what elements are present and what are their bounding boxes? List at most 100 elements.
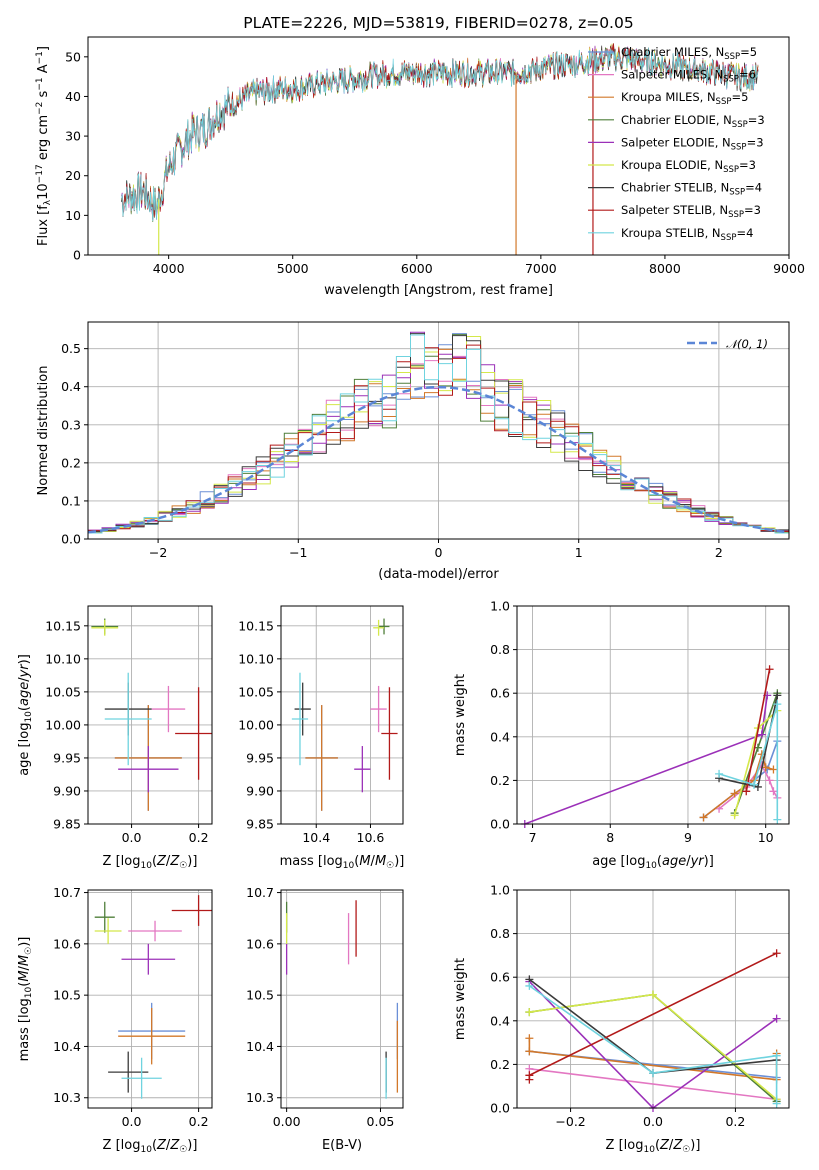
spectrum-ytick-label: 40 <box>65 89 81 104</box>
age_vs_Z-ytick-label: 10.05 <box>45 684 81 699</box>
weight_vs_Z-marker <box>525 1008 534 1017</box>
weight_vs_Z-ytick-label: 0.4 <box>490 1013 510 1028</box>
weight_vs_Z-marker <box>772 1051 781 1060</box>
weight_vs_Z-series-line <box>528 985 778 1104</box>
residuals-ytick-label: 0.3 <box>61 417 81 432</box>
weight_vs_Z-marker <box>649 990 657 999</box>
age_vs_Z-ylabel: age [log10(age/yr)] <box>17 654 34 776</box>
weight_vs_age-ylabel: mass weight <box>453 674 468 756</box>
legend-suffix: =4 <box>736 226 753 240</box>
weight_vs_age-marker <box>757 730 766 739</box>
legend-suffix: =5 <box>731 90 748 104</box>
age_vs_Z-xtick-label: 0.2 <box>189 830 209 845</box>
mass_vs_Z-xtick-label: 0.0 <box>122 1114 142 1129</box>
weight_vs_age-series-line <box>745 669 771 792</box>
spectrum-ytick-label: 50 <box>65 49 81 64</box>
weight_vs_age-xlabel: age [log10(age/yr)] <box>592 854 714 871</box>
age_vs_Z-xtick-label: 0.0 <box>122 830 142 845</box>
age_vs_mass-axes: 10.4 10.6 9.85 9.90 9.95 10.00 10.05 10.10 10.15… <box>238 605 404 871</box>
legend-entry: Chabrier STELIB, NSSP=4 <box>621 181 762 198</box>
legend-sub: SSP <box>716 97 732 107</box>
legend-entry: Kroupa STELIB, NSSP=4 <box>621 226 753 243</box>
spectrum-ytick-label: 30 <box>65 129 81 144</box>
legend-sub: SSP <box>728 210 744 220</box>
weight_vs_age-marker <box>699 813 708 822</box>
age_vs_Z-ytick-label: 10.15 <box>45 618 81 633</box>
legend-sub: SSP <box>732 120 748 130</box>
weight_vs_Z-marker <box>772 1014 781 1023</box>
legend-sub: SSP <box>721 233 737 243</box>
weight_vs_Z-series-line <box>529 1068 777 1101</box>
residuals-xtick-label: 0 <box>435 545 443 560</box>
residuals-ytick-label: 0.0 <box>61 532 81 547</box>
mass_vs_Z-ytick-label: 10.5 <box>53 988 81 1003</box>
weight_vs_age-marker <box>769 787 778 796</box>
weight_vs_age-marker <box>715 769 724 778</box>
mass_vs_ebv-ytick-label: 10.5 <box>246 988 274 1003</box>
legend-name: Chabrier ELODIE, N <box>621 113 732 127</box>
mass_vs_ebv-ytick-label: 10.6 <box>246 936 274 951</box>
age_vs_mass-xtick-label: 10.6 <box>357 830 385 845</box>
age_vs_Z-ytick-label: 10.00 <box>45 717 81 732</box>
legend-sub: SSP <box>724 52 740 62</box>
weight_vs_age-ytick-label: 0.0 <box>490 817 510 832</box>
legend-entry: Kroupa ELODIE, NSSP=3 <box>621 158 756 175</box>
legend-suffix: =3 <box>748 113 765 127</box>
weight_vs_Z-ytick-label: 1.0 <box>490 883 510 898</box>
legend-name: Kroupa MILES, N <box>621 90 716 104</box>
spectrum-xtick-label: 8000 <box>649 261 681 276</box>
legend-entry: Salpeter ELODIE, NSSP=3 <box>621 135 764 152</box>
weight_vs_age-ytick-label: 0.2 <box>490 773 510 788</box>
weight_vs_Z-xtick-label: 0.2 <box>725 1114 745 1129</box>
weight_vs_Z-marker <box>772 1099 781 1108</box>
legend-name: Salpeter MILES, N <box>621 68 723 82</box>
legend-entry: Chabrier MILES, NSSP=5 <box>621 45 757 62</box>
age_vs_mass-ytick-label: 9.85 <box>246 817 274 832</box>
weight_vs_age-marker <box>773 815 782 824</box>
age_vs_mass-ytick-label: 9.95 <box>246 750 274 765</box>
weight_vs_Z-marker <box>525 1034 534 1043</box>
spectrum-xtick-label: 9000 <box>773 261 805 276</box>
age_vs_mass-frame <box>280 605 404 825</box>
spectrum-axes: 4000 5000 6000 7000 8000 9000 0 10 20 30 40 50 PLATE… <box>35 14 805 298</box>
weight_vs_age-xtick-label: 10 <box>758 830 774 845</box>
legend-sub: SSP <box>723 75 739 85</box>
weight_vs_age-marker <box>765 665 774 674</box>
spectrum-ytick-label: 10 <box>65 208 81 223</box>
mass_vs_Z-ytick-label: 10.7 <box>53 885 81 900</box>
weight_vs_Z-marker <box>772 949 781 958</box>
legend-name: Kroupa STELIB, N <box>621 226 721 240</box>
legend-entry: Chabrier ELODIE, NSSP=3 <box>621 113 765 130</box>
residuals-ylabel: Normed distribution <box>36 366 51 496</box>
weight_vs_Z-xtick-label: 0.0 <box>643 1114 663 1129</box>
weight_vs_Z-series-line <box>528 981 778 1108</box>
spectrum-ytick-label: 0 <box>73 248 81 263</box>
residuals-xtick-label: 1 <box>575 545 583 560</box>
weight_vs_age-xtick-label: 8 <box>606 830 614 845</box>
age_vs_mass-ytick-label: 10.15 <box>238 618 274 633</box>
weight_vs_age-marker <box>730 811 739 820</box>
weight_vs_age-ytick-label: 0.6 <box>490 686 510 701</box>
legend-name: Salpeter ELODIE, N <box>621 135 731 149</box>
legend-sub: SSP <box>723 165 739 175</box>
residuals-axes: −2 −1 0 1 2 0.0 0.1 0.2 0.3 0.4 0.5 (data-model)/er… <box>36 321 790 582</box>
weight_vs_age-frame <box>516 605 790 825</box>
mass_vs_Z-xlabel: Z [log10(Z/Z☉)] <box>103 1138 198 1155</box>
mass_vs_ebv-axes: 0.00 0.05 10.3 10.4 10.5 10.6 10.7 E(B-V) <box>246 885 404 1153</box>
age_vs_Z-frame <box>87 605 213 825</box>
spectrum-xtick-label: 5000 <box>277 261 309 276</box>
weight_vs_age-marker <box>761 763 770 772</box>
spectrum-series-line <box>121 47 759 221</box>
weight_vs_age-xtick-label: 9 <box>684 830 692 845</box>
weight_vs_age-series-line <box>524 695 768 824</box>
age_vs_mass-ytick-label: 9.90 <box>246 783 274 798</box>
legend-name: Chabrier STELIB, N <box>621 181 729 195</box>
residuals-xtick-label: −2 <box>149 545 167 560</box>
weight_vs_Z-axes: −0.2 0.0 0.2 0.0 0.2 0.4 0.6 0.8 1.0 Z [log10(Z/Z… <box>453 883 790 1155</box>
mass_vs_ebv-xtick-label: 0.00 <box>273 1114 301 1129</box>
weight_vs_age-xtick-label: 7 <box>529 830 537 845</box>
weight_vs_Z-ytick-label: 0.2 <box>490 1057 510 1072</box>
legend-suffix: =3 <box>739 158 756 172</box>
mass_vs_Z-xtick-label: 0.2 <box>189 1114 209 1129</box>
